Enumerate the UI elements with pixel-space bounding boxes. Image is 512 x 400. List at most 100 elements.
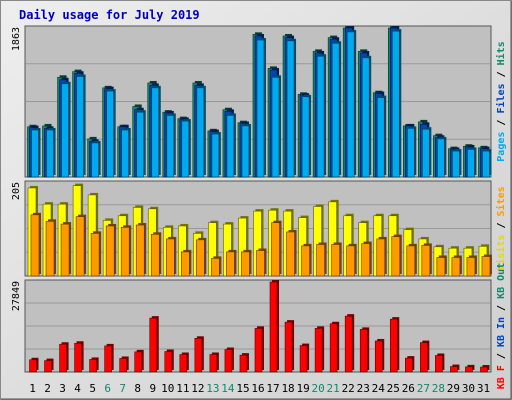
bar-kb-f: [149, 317, 158, 373]
bar-kb-f: [74, 342, 82, 373]
bar-kb-f: [224, 349, 233, 373]
bar-pages: [482, 150, 490, 178]
x-tick-label: 15: [236, 382, 249, 395]
x-tick-label: 11: [176, 382, 189, 395]
bar-sites: [361, 243, 371, 277]
x-tick-label: 17: [266, 382, 279, 395]
x-tick-label: 9: [149, 382, 156, 395]
bar-sites: [90, 233, 100, 277]
x-tick-label: 4: [74, 382, 81, 395]
x-tick-label: 24: [372, 382, 386, 395]
bar-sites: [150, 233, 160, 277]
bar-kb-f: [284, 321, 293, 373]
bar-pages: [31, 129, 39, 178]
bar-kb-f: [314, 328, 323, 373]
bar-kb-f: [450, 366, 458, 373]
x-tick-label: 29: [447, 382, 460, 395]
bar-sites: [271, 222, 280, 277]
bar-kb-f: [209, 354, 218, 373]
bar-kb-f: [269, 281, 278, 373]
series-labels: KB F / KB In / KB Out: [496, 263, 507, 389]
bar-sites: [436, 257, 446, 277]
bar-kb-f: [164, 351, 173, 373]
bar-sites: [346, 245, 355, 277]
bar-sites: [226, 251, 235, 277]
bar-sites: [45, 221, 55, 277]
bar-pages: [286, 40, 295, 178]
bar-pages: [346, 31, 355, 178]
chart-title: Daily usage for July 2019: [19, 8, 200, 22]
bar-sites: [241, 251, 250, 277]
bar-sites: [120, 227, 130, 277]
series-label: KB F: [496, 365, 507, 389]
series-label: Files: [495, 83, 507, 113]
bar-kb-f: [29, 359, 37, 373]
x-tick-label: 16: [251, 382, 264, 395]
bar-sites: [30, 214, 40, 277]
series-label: KB In: [496, 317, 507, 347]
bar-sites: [75, 216, 85, 277]
bar-pages: [196, 87, 205, 178]
series-label: Visits: [495, 235, 507, 271]
bar-pages: [211, 133, 220, 178]
bar-pages: [301, 96, 310, 178]
bar-pages: [331, 42, 340, 178]
bar-sites: [466, 257, 476, 277]
x-tick-label: 26: [402, 382, 415, 395]
bar-pages: [241, 125, 250, 178]
bar-sites: [391, 236, 401, 277]
bar-kb-f: [389, 318, 398, 373]
bar-kb-f: [134, 351, 143, 373]
bar-pages: [376, 97, 385, 178]
bar-sites: [331, 244, 340, 277]
x-tick-label: 25: [387, 382, 400, 395]
bar-pages: [407, 128, 415, 178]
bar-sites: [421, 245, 431, 277]
bar-kb-f: [299, 345, 308, 373]
bar-pages: [61, 83, 69, 178]
bar-kb-f: [480, 366, 488, 373]
x-tick-label: 12: [191, 382, 204, 395]
label-separator: /: [496, 299, 507, 317]
bar-pages: [271, 77, 280, 178]
bar-kb-f: [359, 329, 368, 373]
bar-pages: [151, 87, 160, 178]
bar-pages: [467, 149, 475, 178]
bar-pages: [166, 115, 175, 178]
panel-3: 27849 KB F / KB In / KB Out: [11, 263, 507, 389]
bar-sites: [60, 223, 70, 277]
label-separator: /: [496, 347, 507, 365]
bar-kb-f: [405, 357, 413, 373]
y-max-label: 1863: [11, 27, 22, 51]
bar-kb-f: [194, 338, 203, 373]
series-label: KB Out: [496, 263, 507, 299]
bar-sites: [406, 245, 416, 277]
label-separator: /: [496, 65, 507, 83]
x-tick-label: 1: [29, 382, 36, 395]
bar-kb-f: [179, 354, 188, 373]
bar-kb-f: [89, 359, 97, 373]
bar-pages: [361, 57, 370, 178]
x-tick-label: 6: [104, 382, 111, 395]
bar-kb-f: [344, 315, 353, 373]
bar-sites: [165, 238, 175, 277]
x-tick-label: 14: [221, 382, 235, 395]
x-tick-label: 7: [119, 382, 126, 395]
bar-kb-f: [44, 360, 52, 373]
x-tick-label: 2: [44, 382, 51, 395]
bar-pages: [106, 90, 114, 178]
x-tick-label: 27: [417, 382, 430, 395]
series-label: Pages: [496, 132, 507, 162]
bar-sites: [181, 251, 190, 277]
y-max-label: 205: [11, 182, 22, 200]
x-tick-label: 18: [281, 382, 294, 395]
bar-kb-f: [119, 358, 127, 373]
bar-kb-f: [329, 323, 338, 373]
bar-pages: [316, 55, 325, 178]
label-separator: /: [496, 216, 507, 234]
series-labels: Visits / Sites: [495, 186, 507, 270]
bar-kb-f: [59, 343, 67, 373]
bar-sites: [451, 257, 461, 277]
bar-pages: [121, 129, 129, 178]
